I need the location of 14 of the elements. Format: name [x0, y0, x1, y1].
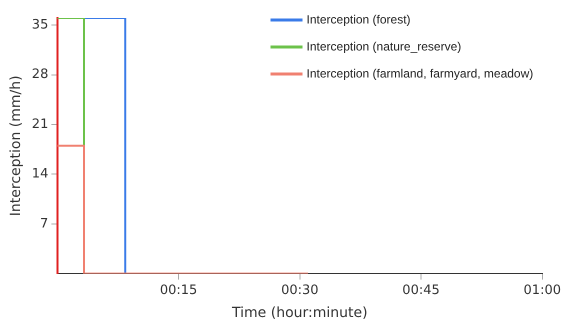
x-tick-label: 00:45	[402, 282, 440, 298]
y-axis-title: Interception (mm/h)	[8, 75, 24, 216]
y-tick-label: 14	[32, 166, 48, 182]
x-tick-label: 00:15	[160, 282, 198, 298]
y-tick-label: 28	[32, 67, 48, 82]
y-tick-label: 35	[32, 17, 48, 32]
legend-label: Interception (forest)	[306, 12, 411, 26]
legend-label: Interception (farmland, farmyard, meadow)	[306, 66, 534, 80]
x-axis-title: Time (hour:minute)	[231, 305, 368, 322]
legend-label: Interception (nature_reserve)	[306, 39, 462, 54]
y-tick-label: 7	[40, 216, 48, 232]
x-tick-label: 00:30	[281, 282, 319, 298]
y-tick-label: 21	[32, 116, 48, 132]
x-tick-label: 01:00	[524, 282, 561, 298]
